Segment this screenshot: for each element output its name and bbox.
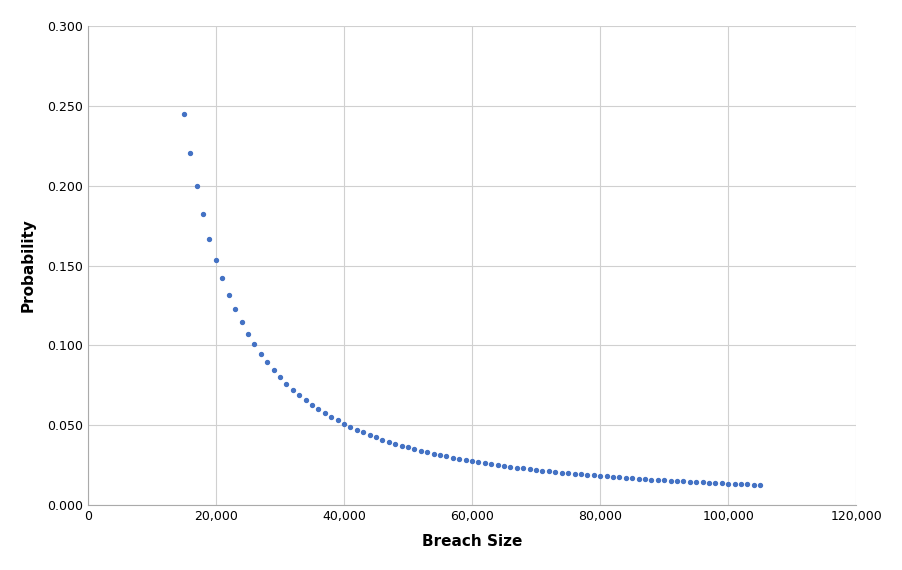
Point [362, 430, 376, 439]
Point [368, 433, 382, 442]
Point [279, 379, 293, 388]
Point [529, 465, 543, 474]
Point [177, 109, 191, 119]
Point [688, 478, 703, 487]
Point [438, 452, 453, 461]
Point [649, 475, 664, 484]
Point [471, 458, 485, 467]
Point [374, 435, 389, 444]
Point [330, 416, 345, 425]
Point [445, 453, 459, 462]
Point [682, 477, 696, 486]
Point [208, 255, 223, 264]
Point [183, 148, 198, 157]
Point [388, 439, 402, 448]
Point [612, 473, 626, 482]
Point [318, 409, 332, 418]
Point [253, 349, 268, 359]
Point [663, 476, 677, 485]
Point [490, 461, 504, 470]
Point [355, 428, 370, 437]
Point [202, 234, 216, 243]
Point [298, 396, 312, 405]
Point [509, 463, 523, 472]
Point [573, 470, 587, 479]
Point [336, 419, 351, 428]
Point [477, 459, 492, 468]
Point [566, 469, 581, 478]
Point [483, 459, 498, 469]
Point [637, 475, 651, 484]
Point [272, 373, 287, 382]
Point [707, 478, 722, 487]
Point [496, 462, 511, 471]
Point [515, 464, 529, 473]
Point [247, 340, 262, 349]
Point [465, 457, 479, 466]
Point [382, 437, 396, 446]
Point [502, 462, 517, 471]
Point [746, 480, 760, 489]
Point [432, 450, 446, 459]
Point [266, 365, 281, 374]
Point [643, 475, 658, 484]
Point [452, 454, 466, 463]
Point [227, 305, 242, 314]
Point [234, 318, 248, 327]
Point [304, 400, 318, 409]
Point [407, 445, 421, 454]
Point [535, 466, 549, 475]
Point [260, 358, 274, 367]
Point [586, 471, 601, 480]
Point [579, 470, 594, 479]
Point [458, 455, 473, 465]
Point [727, 479, 741, 488]
X-axis label: Breach Size: Breach Size [421, 534, 521, 549]
Point [291, 390, 306, 400]
Point [733, 479, 748, 488]
Point [221, 290, 235, 299]
Point [311, 405, 326, 414]
Point [394, 441, 409, 450]
Point [676, 477, 690, 486]
Point [324, 413, 338, 422]
Point [618, 473, 632, 482]
Point [215, 274, 229, 283]
Point [720, 479, 734, 488]
Point [740, 480, 754, 489]
Point [426, 449, 440, 458]
Point [554, 468, 568, 477]
Point [669, 477, 684, 486]
Point [630, 474, 645, 483]
Point [349, 425, 364, 434]
Point [548, 467, 562, 477]
Point [419, 447, 434, 457]
Point [189, 181, 204, 190]
Point [343, 422, 357, 431]
Point [701, 478, 715, 487]
Point [624, 474, 639, 483]
Point [695, 478, 709, 487]
Point [560, 469, 575, 478]
Point [599, 472, 613, 481]
Point [541, 467, 556, 476]
Point [241, 329, 255, 339]
Point [400, 443, 415, 452]
Point [196, 210, 210, 219]
Point [413, 446, 428, 455]
Y-axis label: Probability: Probability [21, 218, 36, 312]
Point [593, 471, 607, 481]
Point [285, 385, 299, 394]
Point [605, 473, 620, 482]
Point [522, 465, 537, 474]
Point [752, 481, 767, 490]
Point [657, 476, 671, 485]
Point [713, 479, 728, 488]
